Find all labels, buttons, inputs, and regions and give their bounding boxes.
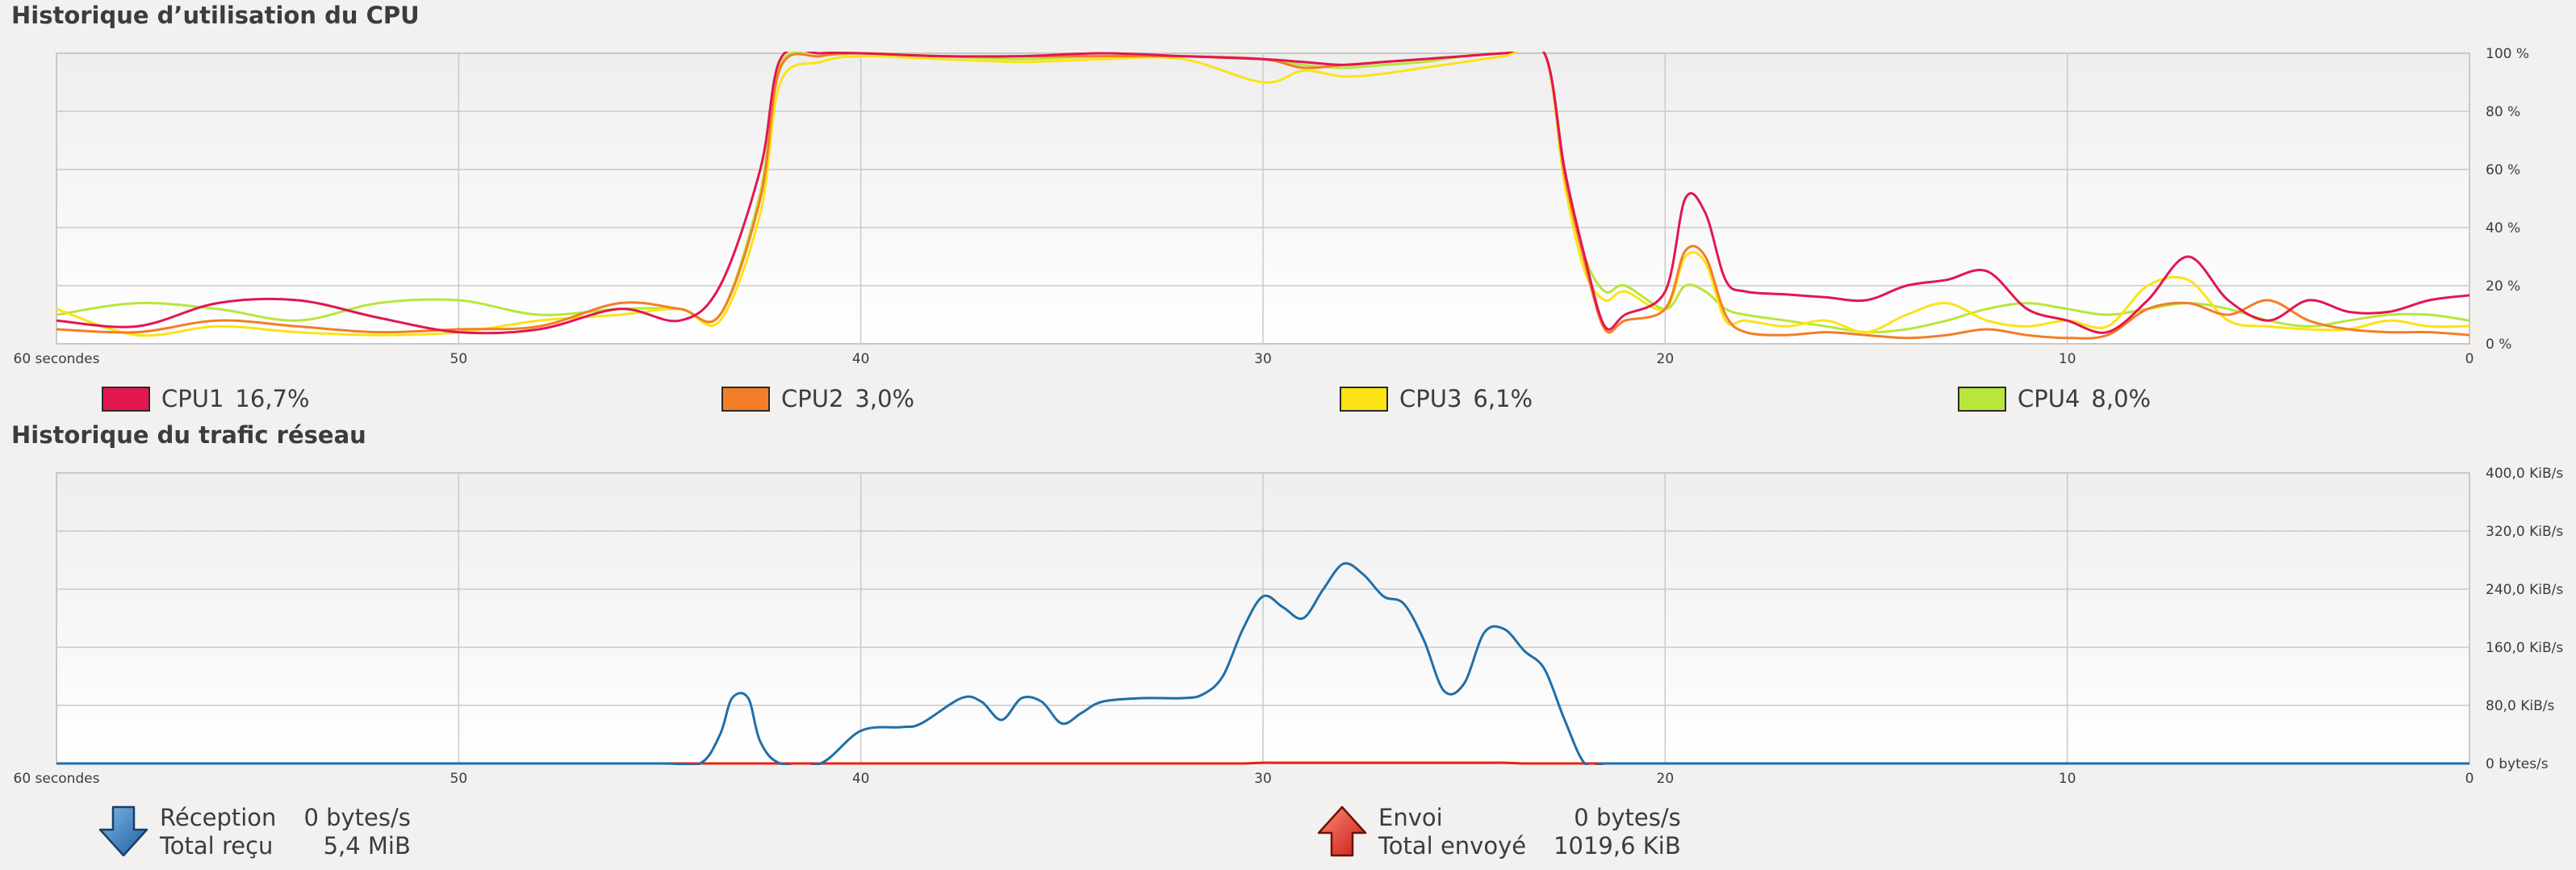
send-label: Envoi (1378, 804, 1443, 831)
cpu1-color-swatch[interactable] (102, 386, 150, 412)
legend-cpu1[interactable]: CPU1 16,7% (102, 384, 310, 413)
cpu-x-tick-label: 20 (1657, 351, 1675, 367)
net-x-tick-label: 10 (2059, 771, 2076, 787)
net-series-réception (56, 562, 2469, 765)
net-y-tick-label: 320,0 KiB/s (2486, 524, 2563, 540)
network-history-title: Historique du trafic réseau (11, 421, 366, 449)
net-x-tick-label: 50 (450, 771, 468, 787)
cpu3-value: 6,1% (1473, 385, 1533, 412)
net-y-tick-label: 400,0 KiB/s (2486, 466, 2563, 482)
cpu4-label: CPU4 (2018, 385, 2080, 412)
cpu4-value: 8,0% (2091, 385, 2152, 412)
net-y-tick-label: 80,0 KiB/s (2486, 698, 2555, 714)
net-x-tick-label: 20 (1657, 771, 1675, 787)
legend-cpu3[interactable]: CPU3 6,1% (1340, 384, 1533, 413)
net-y-tick-label: 160,0 KiB/s (2486, 640, 2563, 656)
cpu-x-tick-label: 0 (2465, 351, 2474, 367)
cpu-history-chart: 60 secondes 50 40 30 20 10 0 100 % 80 % 60 % 40 % 2… (14, 46, 2530, 367)
cpu-y-tick-label: 20 % (2486, 278, 2520, 295)
receive-stats: Réception Total reçu 0 bytes/s 5,4 MiB (97, 804, 411, 860)
cpu2-color-swatch[interactable] (721, 386, 770, 412)
upload-arrow-icon[interactable] (1315, 804, 1369, 859)
net-x-tick-label: 40 (852, 771, 870, 787)
cpu3-label: CPU3 (1399, 385, 1462, 412)
cpu-x-tick-label: 10 (2059, 351, 2076, 367)
legend-cpu2[interactable]: CPU2 3,0% (721, 384, 914, 413)
cpu-y-tick-label: 100 % (2486, 46, 2529, 62)
cpu2-label: CPU2 (781, 385, 844, 412)
cpu-y-tick-label: 0 % (2486, 337, 2511, 353)
cpu-series-cpu1 (56, 52, 2469, 335)
download-arrow-icon[interactable] (97, 804, 150, 859)
send-rate: 0 bytes/s (1574, 804, 1681, 831)
net-x-tick-label: 60 secondes (14, 771, 100, 787)
total-sent-label: Total envoyé (1378, 832, 1527, 860)
network-history-chart: 60 secondes 50 40 30 20 10 0 400,0 KiB/s 320,0 K… (14, 466, 2564, 787)
cpu-series-cpu3 (56, 52, 2469, 337)
total-received-value: 5,4 MiB (323, 832, 411, 860)
total-sent-value: 1019,6 KiB (1554, 832, 1681, 860)
net-x-tick-label: 0 (2465, 771, 2474, 787)
cpu1-label: CPU1 (161, 385, 224, 412)
net-y-tick-label: 240,0 KiB/s (2486, 582, 2563, 598)
cpu-y-tick-label: 40 % (2486, 220, 2520, 236)
cpu-x-tick-label: 60 secondes (14, 351, 100, 367)
cpu-y-tick-label: 60 % (2486, 162, 2520, 178)
cpu3-color-swatch[interactable] (1340, 386, 1388, 412)
cpu-x-tick-label: 40 (852, 351, 870, 367)
net-y-tick-label: 0 bytes/s (2486, 756, 2549, 772)
legend-cpu4[interactable]: CPU4 8,0% (1958, 384, 2151, 413)
total-received-label: Total reçu (160, 832, 274, 860)
cpu-x-tick-label: 50 (450, 351, 468, 367)
receive-label: Réception (160, 804, 277, 831)
net-x-tick-label: 30 (1254, 771, 1272, 787)
cpu2-value: 3,0% (855, 385, 915, 412)
cpu-x-tick-label: 30 (1254, 351, 1272, 367)
cpu4-color-swatch[interactable] (1958, 386, 2006, 412)
cpu-history-title: Historique d’utilisation du CPU (11, 2, 420, 29)
send-stats: Envoi Total envoyé 0 bytes/s 1019,6 KiB (1315, 804, 1681, 860)
cpu-series-cpu2 (56, 52, 2469, 340)
cpu1-value: 16,7% (235, 385, 310, 412)
receive-rate: 0 bytes/s (303, 804, 411, 831)
cpu-y-tick-label: 80 % (2486, 104, 2520, 120)
